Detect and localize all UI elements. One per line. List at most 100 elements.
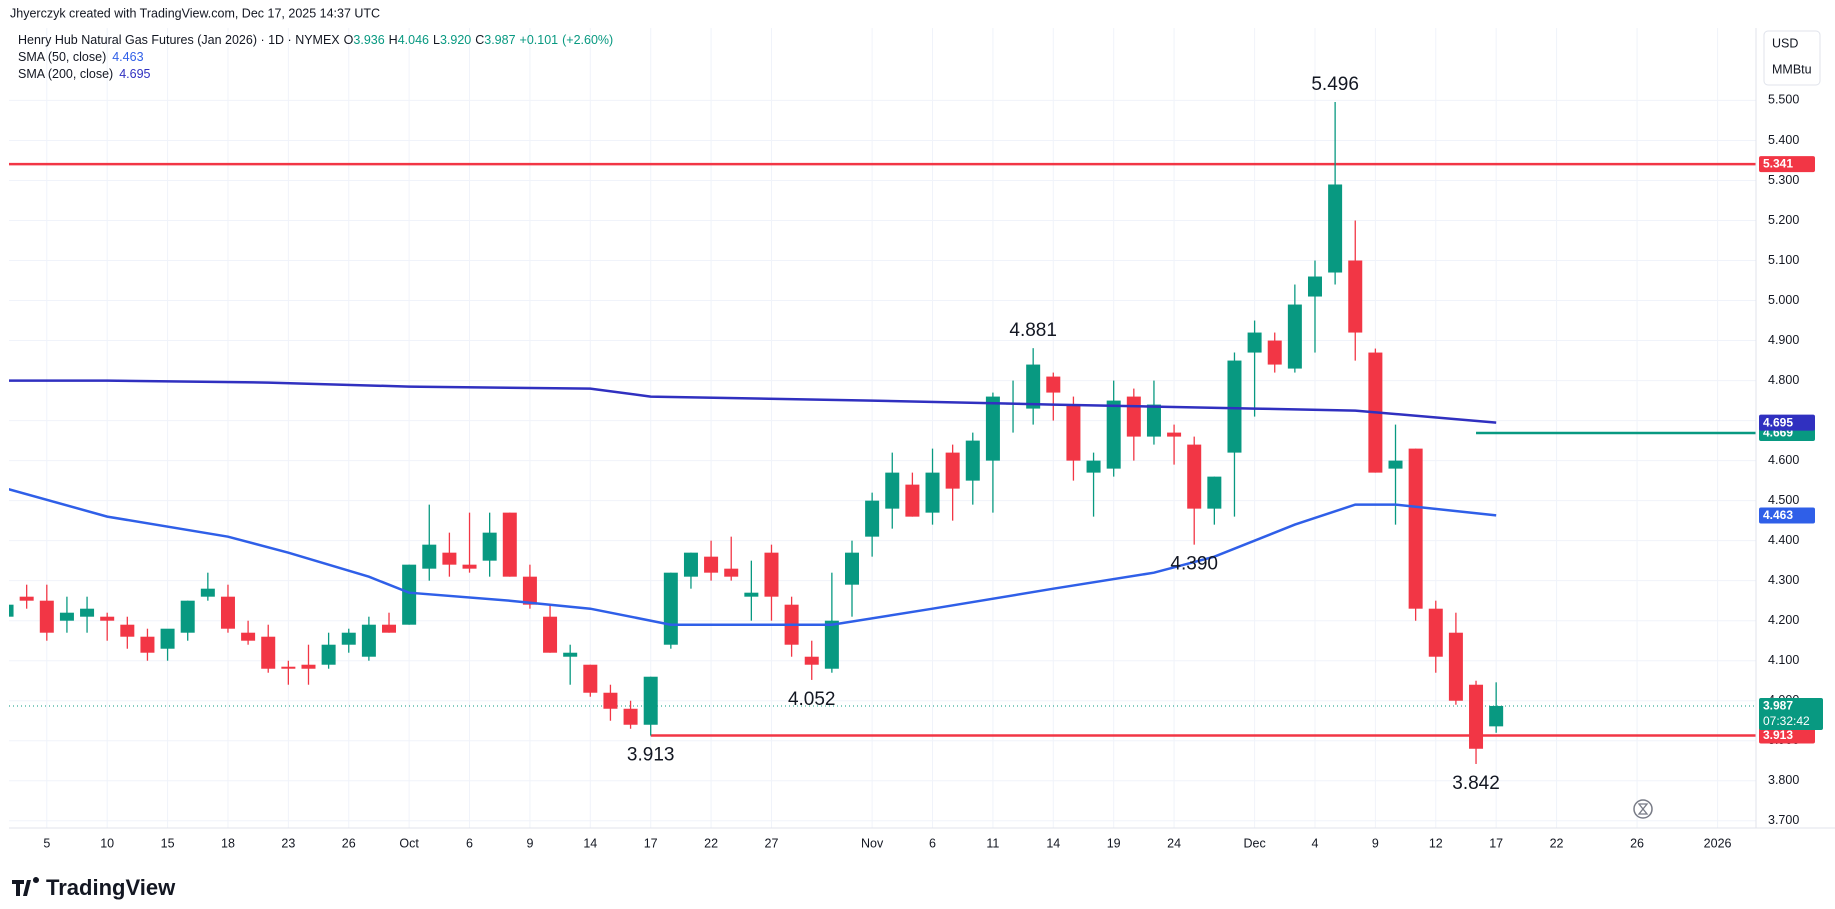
candle-body [1146,404,1161,437]
candle-body [583,664,598,693]
x-tick-label: 26 [1630,836,1644,850]
candle-body [59,612,74,621]
candle-body [925,472,940,513]
candle-body [623,708,638,725]
y-tick-label: 4.100 [1768,653,1799,667]
candle-body [643,676,658,725]
candle-body [482,532,497,561]
candle-body [19,596,34,601]
candle-body [1307,276,1322,297]
ohlc-key: O [344,33,354,47]
y-tick-label: 4.500 [1768,493,1799,507]
candle-body [1167,432,1182,437]
y-tick-label: 4.200 [1768,613,1799,627]
candle-body [1267,340,1282,365]
candle-body [543,616,558,653]
axis-layer: 3.7003.8003.9004.0004.1004.2004.3004.400… [43,93,1823,850]
x-tick-label: 23 [281,836,295,850]
goto-realtime-icon[interactable] [1633,799,1653,819]
candle-body [885,472,900,509]
x-tick-label: 17 [644,836,658,850]
sma-label: 4.695 [1763,415,1793,429]
candle-body [361,624,376,657]
candle-body [281,666,296,669]
x-tick-label: 10 [100,836,114,850]
annotation: 3.842 [1452,773,1500,794]
x-tick-label: 19 [1107,836,1121,850]
y-tick-label: 4.400 [1768,533,1799,547]
x-tick-label: 5 [43,836,50,850]
x-tick-label: 14 [1046,836,1060,850]
y-tick-label: 4.800 [1768,373,1799,387]
candle-body [120,624,135,637]
ohlc-value: 3.920 [440,33,471,47]
x-tick-label: 6 [929,836,936,850]
x-tick-label: 4 [1312,836,1319,850]
level-label: 5.341 [1763,157,1793,171]
candle-body [341,632,356,645]
x-tick-label: 22 [1550,836,1564,850]
candle-body [1348,260,1363,333]
candle-body [985,396,1000,461]
candle-body [563,652,578,657]
y-tick-label: 5.500 [1768,93,1799,107]
annotation: 3.913 [627,745,675,766]
candle-body [804,656,819,665]
x-tick-label: 18 [221,836,235,850]
y-tick-label: 3.800 [1768,773,1799,787]
level-label: 3.913 [1763,728,1793,742]
candle-body [663,572,678,645]
brand-name: TradingView [46,875,176,900]
candle-body [1106,400,1121,469]
candle-body [1066,404,1081,461]
y-tick-label: 5.200 [1768,213,1799,227]
last-price-box [1759,697,1823,730]
x-tick-label: 9 [526,836,533,850]
ohlc-value: 3.936 [353,33,384,47]
candle-body [945,452,960,489]
legend-ohlc: Henry Hub Natural Gas Futures (Jan 2026)… [18,33,613,47]
candle-body [1207,476,1222,509]
ohlc-key: C [475,33,484,47]
candle-body [522,576,537,605]
sma-box [1759,414,1815,431]
y-tick-label: 4.300 [1768,573,1799,587]
candle-body [1086,460,1101,473]
candle-body [724,568,739,577]
currency[interactable]: USD [1772,36,1798,50]
candle-body [402,564,417,625]
candle-body [502,512,517,577]
unit-box[interactable] [1763,30,1821,86]
creator: Jhyerczyk created with TradingView.com, … [10,6,380,20]
candle-body [1187,444,1202,509]
candle-body [683,552,698,577]
candle-body [1227,360,1242,453]
candle-body [321,644,336,665]
ohlc-key: H [389,33,398,47]
candle-body [1287,304,1302,369]
y-tick-label: 3.700 [1768,813,1799,827]
y-tick-label: 4.900 [1768,333,1799,347]
legend-sma50: SMA (50, close) 4.463 [18,50,144,64]
unit[interactable]: MMBtu [1772,62,1812,76]
candle-body [1046,376,1061,393]
sma-label: 4.463 [1763,508,1793,522]
candle-body [39,600,54,633]
sma-line [9,379,1497,424]
candle-body [140,636,155,653]
last-price-label: 3.987 [1763,699,1793,713]
y-tick-label: 5.300 [1768,173,1799,187]
y-tick-label: 5.400 [1768,133,1799,147]
annotation: 4.881 [1009,320,1057,341]
symbol-title: Henry Hub Natural Gas Futures (Jan 2026)… [18,33,340,47]
candle-body [603,692,618,709]
x-tick-label: 12 [1429,836,1443,850]
candle-body [160,628,175,649]
candle-body [1408,448,1423,609]
candle-body [422,544,437,569]
x-tick-label: 26 [342,836,356,850]
x-tick-label: 17 [1489,836,1503,850]
candle-body [180,600,195,633]
x-tick-label: Nov [861,836,884,850]
candle-body [845,552,859,585]
